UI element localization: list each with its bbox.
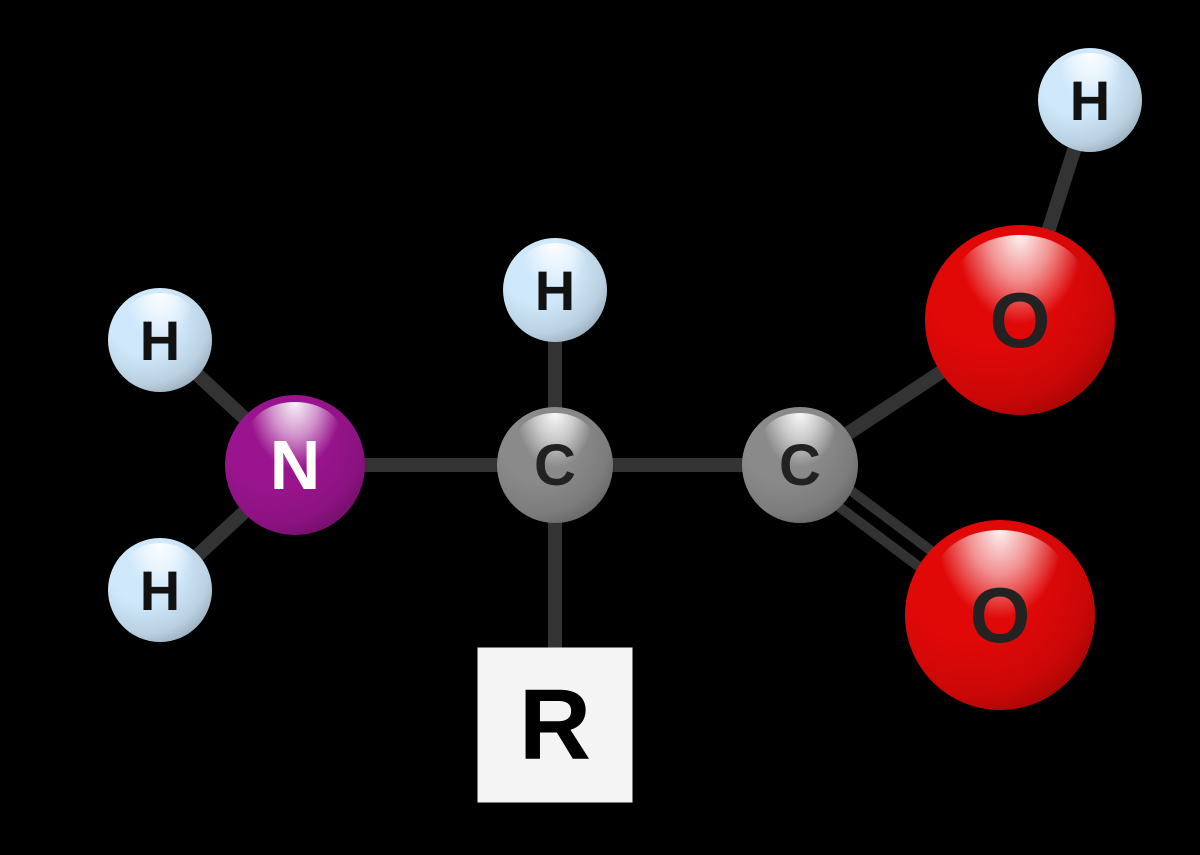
atom-label-h_n_bottom: H [140, 558, 180, 623]
atom-c_carb: C [742, 407, 858, 523]
r-group-label: R [519, 668, 591, 783]
atom-label-h_ca: H [535, 258, 575, 323]
atom-o_top: O [925, 225, 1115, 415]
atom-label-c_carb: C [779, 432, 821, 499]
atom-label-h_n_top: H [140, 308, 180, 373]
atom-n: N [225, 395, 365, 535]
atom-h_ca: H [503, 238, 607, 342]
atom-label-c_alpha: C [534, 432, 576, 499]
atom-label-o_top: O [990, 275, 1051, 366]
atom-label-h_oh: H [1070, 68, 1110, 133]
atom-o_bottom: O [905, 520, 1095, 710]
molecule-diagram: R N C C O O H H H H [0, 0, 1200, 855]
atom-h_oh: H [1038, 48, 1142, 152]
atom-h_n_bottom: H [108, 538, 212, 642]
atom-label-n: N [270, 425, 321, 505]
atom-label-o_bottom: O [970, 570, 1031, 661]
atom-c_alpha: C [497, 407, 613, 523]
atom-h_n_top: H [108, 288, 212, 392]
r-group-box: R [478, 648, 633, 803]
